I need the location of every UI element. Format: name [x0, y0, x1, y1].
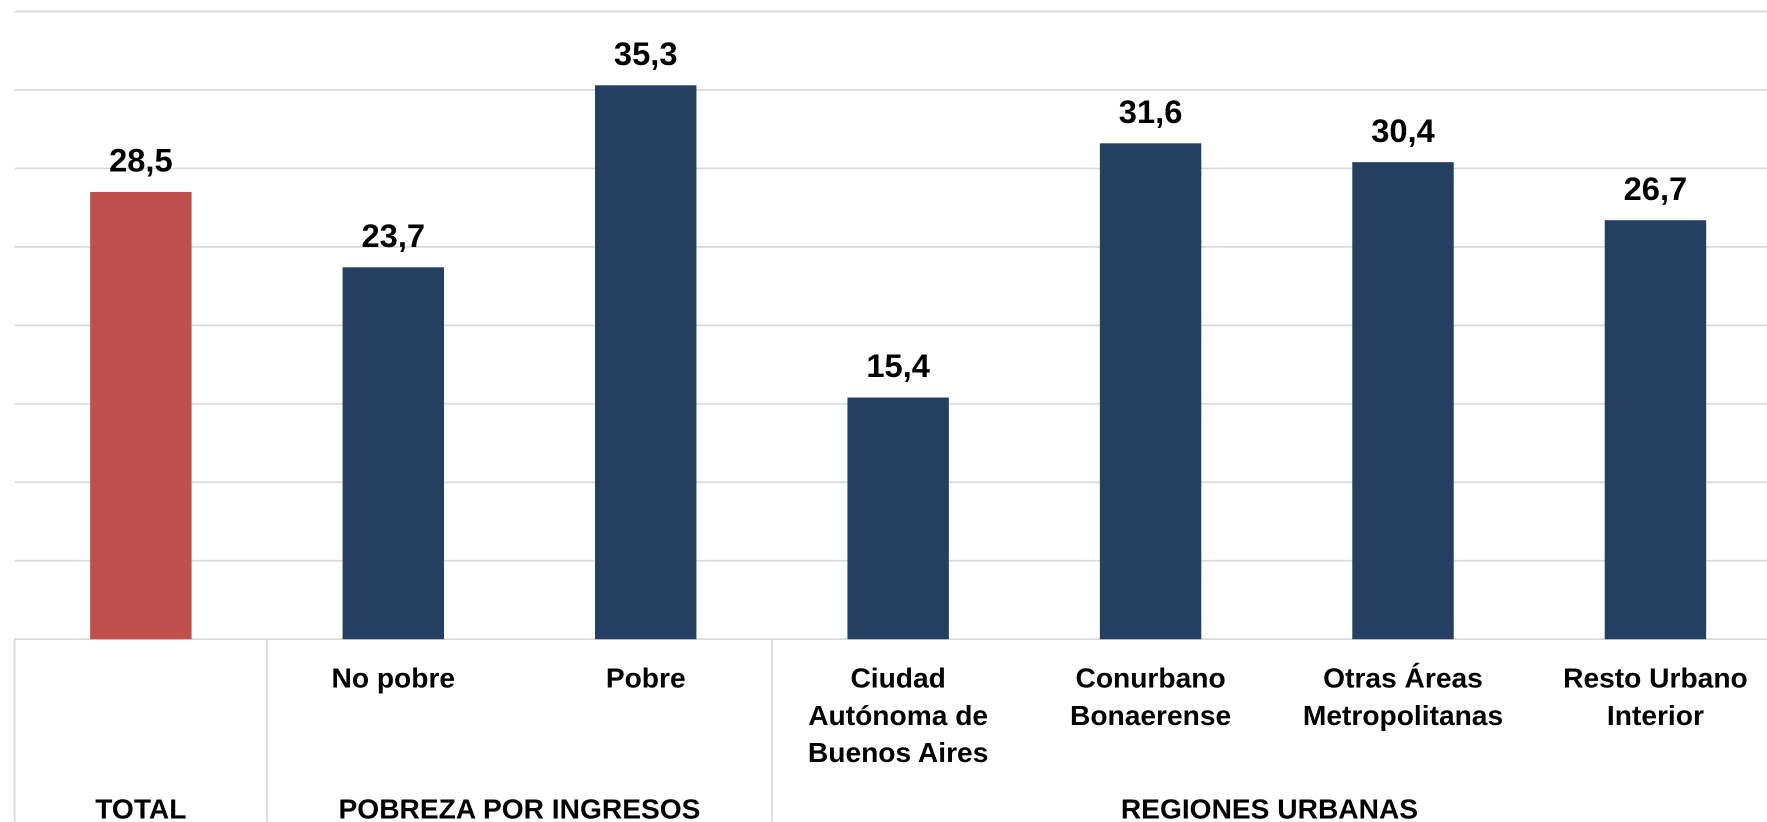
label-line: Resto Urbano: [1563, 662, 1748, 694]
bar: [342, 267, 445, 640]
value-label: 28,5: [109, 142, 173, 179]
bar: [1099, 143, 1202, 640]
label-line: Autónoma de: [808, 699, 988, 731]
bar: [847, 397, 949, 640]
bar: [90, 191, 192, 640]
label-line: No pobre: [332, 662, 456, 694]
value-label: 23,7: [361, 217, 425, 254]
group-label: POBREZA POR INGRESOS: [339, 792, 701, 822]
bar: [1352, 162, 1454, 640]
x-tick-label: Pobre: [606, 662, 686, 694]
x-tick-label: Ciudad Autónoma de Buenos Aires: [808, 662, 988, 768]
bar: [1604, 220, 1707, 640]
value-label: 26,7: [1624, 170, 1688, 207]
value-label: 31,6: [1119, 93, 1183, 130]
x-tick-label: No pobre: [332, 662, 456, 694]
label-line: Otras Áreas: [1323, 662, 1483, 694]
label-line: Ciudad: [850, 662, 945, 694]
x-tick-label: Resto Urbano Interior: [1563, 662, 1748, 731]
value-label: 35,3: [614, 35, 678, 72]
label-line: Conurbano: [1076, 662, 1226, 694]
label-line: Interior: [1607, 699, 1704, 731]
group-label: REGIONES URBANAS: [1121, 792, 1418, 822]
label-line: Metropolitanas: [1303, 699, 1503, 731]
bar: [595, 85, 697, 640]
group-label: TOTAL: [95, 792, 186, 822]
label-line: Pobre: [606, 662, 686, 694]
value-label: 30,4: [1371, 112, 1435, 149]
x-tick-label: Conurbano Bonaerense: [1070, 662, 1231, 731]
label-line: Buenos Aires: [808, 736, 988, 768]
label-line: Bonaerense: [1070, 699, 1231, 731]
value-label: 15,4: [866, 347, 930, 384]
x-tick-label: Otras Áreas Metropolitanas: [1303, 662, 1503, 731]
